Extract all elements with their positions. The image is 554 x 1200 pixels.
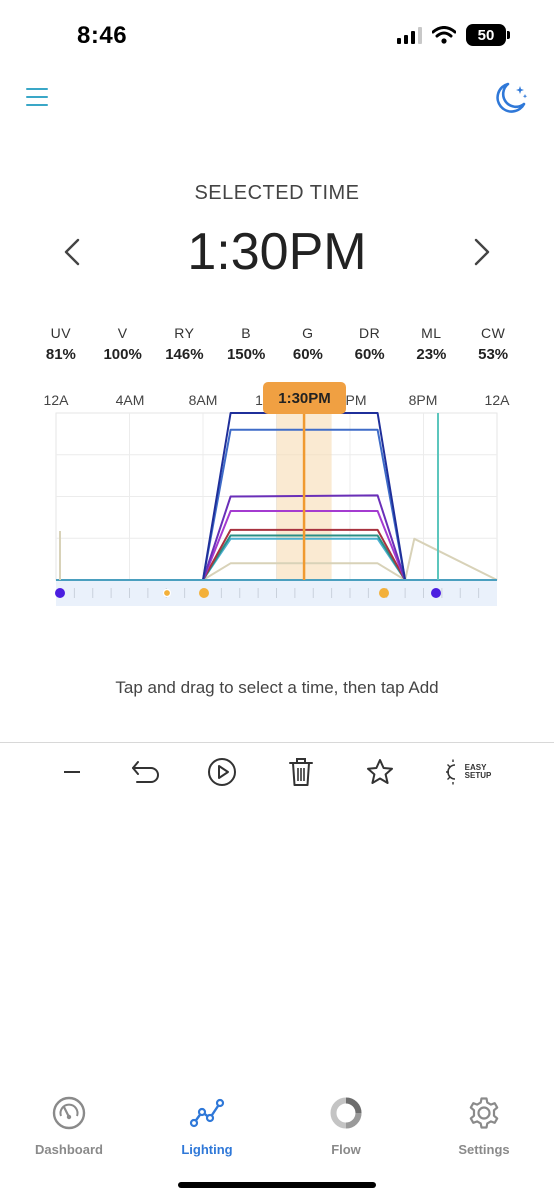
tab-label: Dashboard <box>35 1142 103 1157</box>
previous-time-chevron-icon[interactable] <box>58 232 88 272</box>
delete-button[interactable] <box>281 752 321 792</box>
channel-g: G 60% <box>277 325 339 363</box>
menu-icon <box>26 88 48 90</box>
channel-name: UV <box>50 325 72 341</box>
timeline-point[interactable] <box>431 588 441 598</box>
axis-tick-label: 1 <box>255 392 263 408</box>
channel-cw: CW 53% <box>462 325 524 363</box>
channel-name: CW <box>480 325 506 341</box>
undo-button[interactable] <box>126 752 166 792</box>
easy-setup-label: SETUP <box>464 771 492 780</box>
gauge-icon <box>52 1096 86 1130</box>
tab-lighting[interactable]: Lighting <box>152 1095 262 1157</box>
channel-value: 81% <box>45 346 76 363</box>
tab-dashboard[interactable]: Dashboard <box>14 1095 124 1157</box>
status-icons: 50 <box>397 24 510 46</box>
time-axis: 12A 4AM 8AM 1 PM 8PM 12A <box>0 392 554 412</box>
next-time-chevron-icon[interactable] <box>466 232 496 272</box>
channel-value: 100% <box>103 346 142 363</box>
wifi-icon <box>432 26 456 44</box>
channel-value: 60% <box>292 346 323 363</box>
timeline-point[interactable] <box>162 588 172 598</box>
menu-button[interactable] <box>26 88 48 106</box>
star-icon <box>367 759 393 784</box>
timeline-point[interactable] <box>199 588 209 598</box>
axis-tick-label: 8PM <box>408 392 438 408</box>
selected-time-chip[interactable]: 1:30PM <box>263 382 346 414</box>
channel-ml: ML 23% <box>401 325 463 363</box>
edit-toolbar: EASY SETUP <box>44 752 514 792</box>
line-chart-icon <box>189 1098 225 1128</box>
tab-flow[interactable]: Flow <box>291 1095 401 1157</box>
channel-value: 60% <box>354 346 385 363</box>
flow-ring-icon <box>330 1097 362 1129</box>
lighting-schedule-chart[interactable] <box>0 0 554 620</box>
instruction-text: Tap and drag to select a time, then tap … <box>115 678 439 697</box>
moon-icon[interactable] <box>490 78 530 118</box>
axis-tick-label: 12A <box>43 392 69 408</box>
channel-v: V 100% <box>92 325 154 363</box>
channel-value: 23% <box>416 346 447 363</box>
easy-setup-label: EASY <box>464 763 487 772</box>
channel-value: 53% <box>478 346 509 363</box>
divider <box>0 742 554 743</box>
trash-icon <box>289 758 313 786</box>
channel-name: RY <box>174 325 195 341</box>
play-circle-icon <box>208 758 236 786</box>
channel-name: V <box>117 325 128 341</box>
channel-value: 150% <box>226 346 266 363</box>
favorite-button[interactable] <box>360 752 400 792</box>
tab-label: Lighting <box>181 1142 233 1157</box>
gear-icon <box>469 1097 499 1129</box>
axis-tick-label: 8AM <box>188 392 218 408</box>
axis-tick-label: 12A <box>484 392 510 408</box>
undo-icon <box>132 761 159 783</box>
tab-label: Settings <box>458 1142 510 1157</box>
channel-uv: UV 81% <box>30 325 92 363</box>
axis-tick-label: 4AM <box>115 392 145 408</box>
easy-setup-light-icon <box>445 759 455 785</box>
channel-dr: DR 60% <box>339 325 401 363</box>
selected-time-value: 1:30PM <box>187 223 367 281</box>
channel-b: B 150% <box>215 325 277 363</box>
timeline-point[interactable] <box>379 588 389 598</box>
channel-values: UV 81% V 100% RY 146% B 150% G 60% DR 60… <box>30 325 524 363</box>
axis-tick-label: PM <box>345 392 367 408</box>
status-time: 8:46 <box>77 22 128 49</box>
bottom-tab-bar: Dashboard Lighting Flow Settings <box>0 1095 554 1165</box>
channel-name: DR <box>359 325 381 341</box>
cellular-signal-icon <box>397 26 422 44</box>
channel-ry: RY 146% <box>154 325 216 363</box>
channel-name: B <box>241 325 252 341</box>
status-bar: 8:46 50 <box>0 0 554 70</box>
battery-icon: 50 <box>466 24 510 46</box>
remove-point-button[interactable] <box>52 752 92 792</box>
home-indicator <box>178 1182 376 1188</box>
easy-setup-button[interactable]: EASY SETUP <box>440 752 496 792</box>
timeline-point[interactable] <box>55 588 65 598</box>
channel-name: G <box>302 325 314 341</box>
play-button[interactable] <box>202 752 242 792</box>
tab-label: Flow <box>331 1142 361 1157</box>
tab-settings[interactable]: Settings <box>429 1095 539 1157</box>
channel-value: 146% <box>165 346 204 363</box>
selected-time-label: SELECTED TIME <box>194 182 360 204</box>
minus-icon <box>64 771 80 773</box>
channel-name: ML <box>421 325 442 341</box>
